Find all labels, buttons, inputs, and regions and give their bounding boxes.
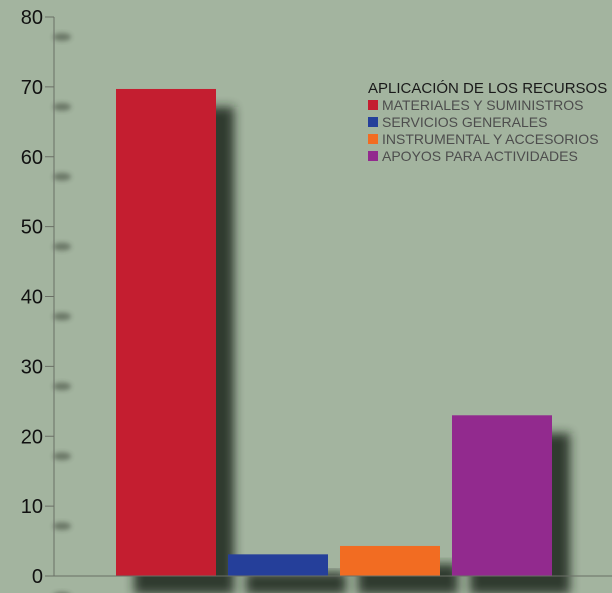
legend-swatch (368, 117, 378, 127)
legend-item-label: APOYOS PARA ACTIVIDADES (382, 148, 578, 164)
bar-2 (228, 554, 328, 576)
bar-shadow (246, 572, 346, 593)
legend-item-label: INSTRUMENTAL Y ACCESORIOS (382, 131, 599, 147)
y-tick-shadow (53, 172, 71, 181)
y-tick-shadow (53, 522, 71, 531)
y-tick-label: 0 (32, 566, 43, 588)
bar-1 (116, 88, 216, 576)
bars (116, 88, 552, 576)
bar-3 (340, 545, 440, 576)
legend-swatch (368, 100, 378, 110)
y-tick-label: 40 (21, 287, 43, 309)
y-tick-shadow (53, 102, 71, 111)
y-tick-shadow (53, 452, 71, 461)
y-tick-label: 30 (21, 356, 43, 378)
y-tick-label: 10 (21, 496, 43, 518)
legend-title: APLICACIÓN DE LOS RECURSOS (368, 80, 607, 97)
y-tick-shadows (53, 33, 71, 593)
legend: APLICACIÓN DE LOS RECURSOS MATERIALES Y … (368, 80, 607, 164)
legend-swatch (368, 151, 378, 161)
y-tick-label: 20 (21, 426, 43, 448)
y-tick-label: 60 (21, 147, 43, 169)
legend-swatch (368, 134, 378, 144)
legend-item-label: SERVICIOS GENERALES (382, 114, 547, 130)
y-tick-label: 70 (21, 77, 43, 99)
y-tick-label: 80 (21, 7, 43, 29)
y-tick-shadow (53, 312, 71, 321)
bar-4 (452, 415, 552, 576)
legend-item-label: MATERIALES Y SUMINISTROS (382, 97, 584, 113)
y-axis-ticks: 0 10 20 30 40 50 60 70 80 (21, 7, 54, 588)
y-tick-shadow (53, 33, 71, 41)
y-tick-shadow (53, 382, 71, 391)
y-tick-label: 50 (21, 217, 43, 239)
y-tick-shadow (53, 242, 71, 251)
